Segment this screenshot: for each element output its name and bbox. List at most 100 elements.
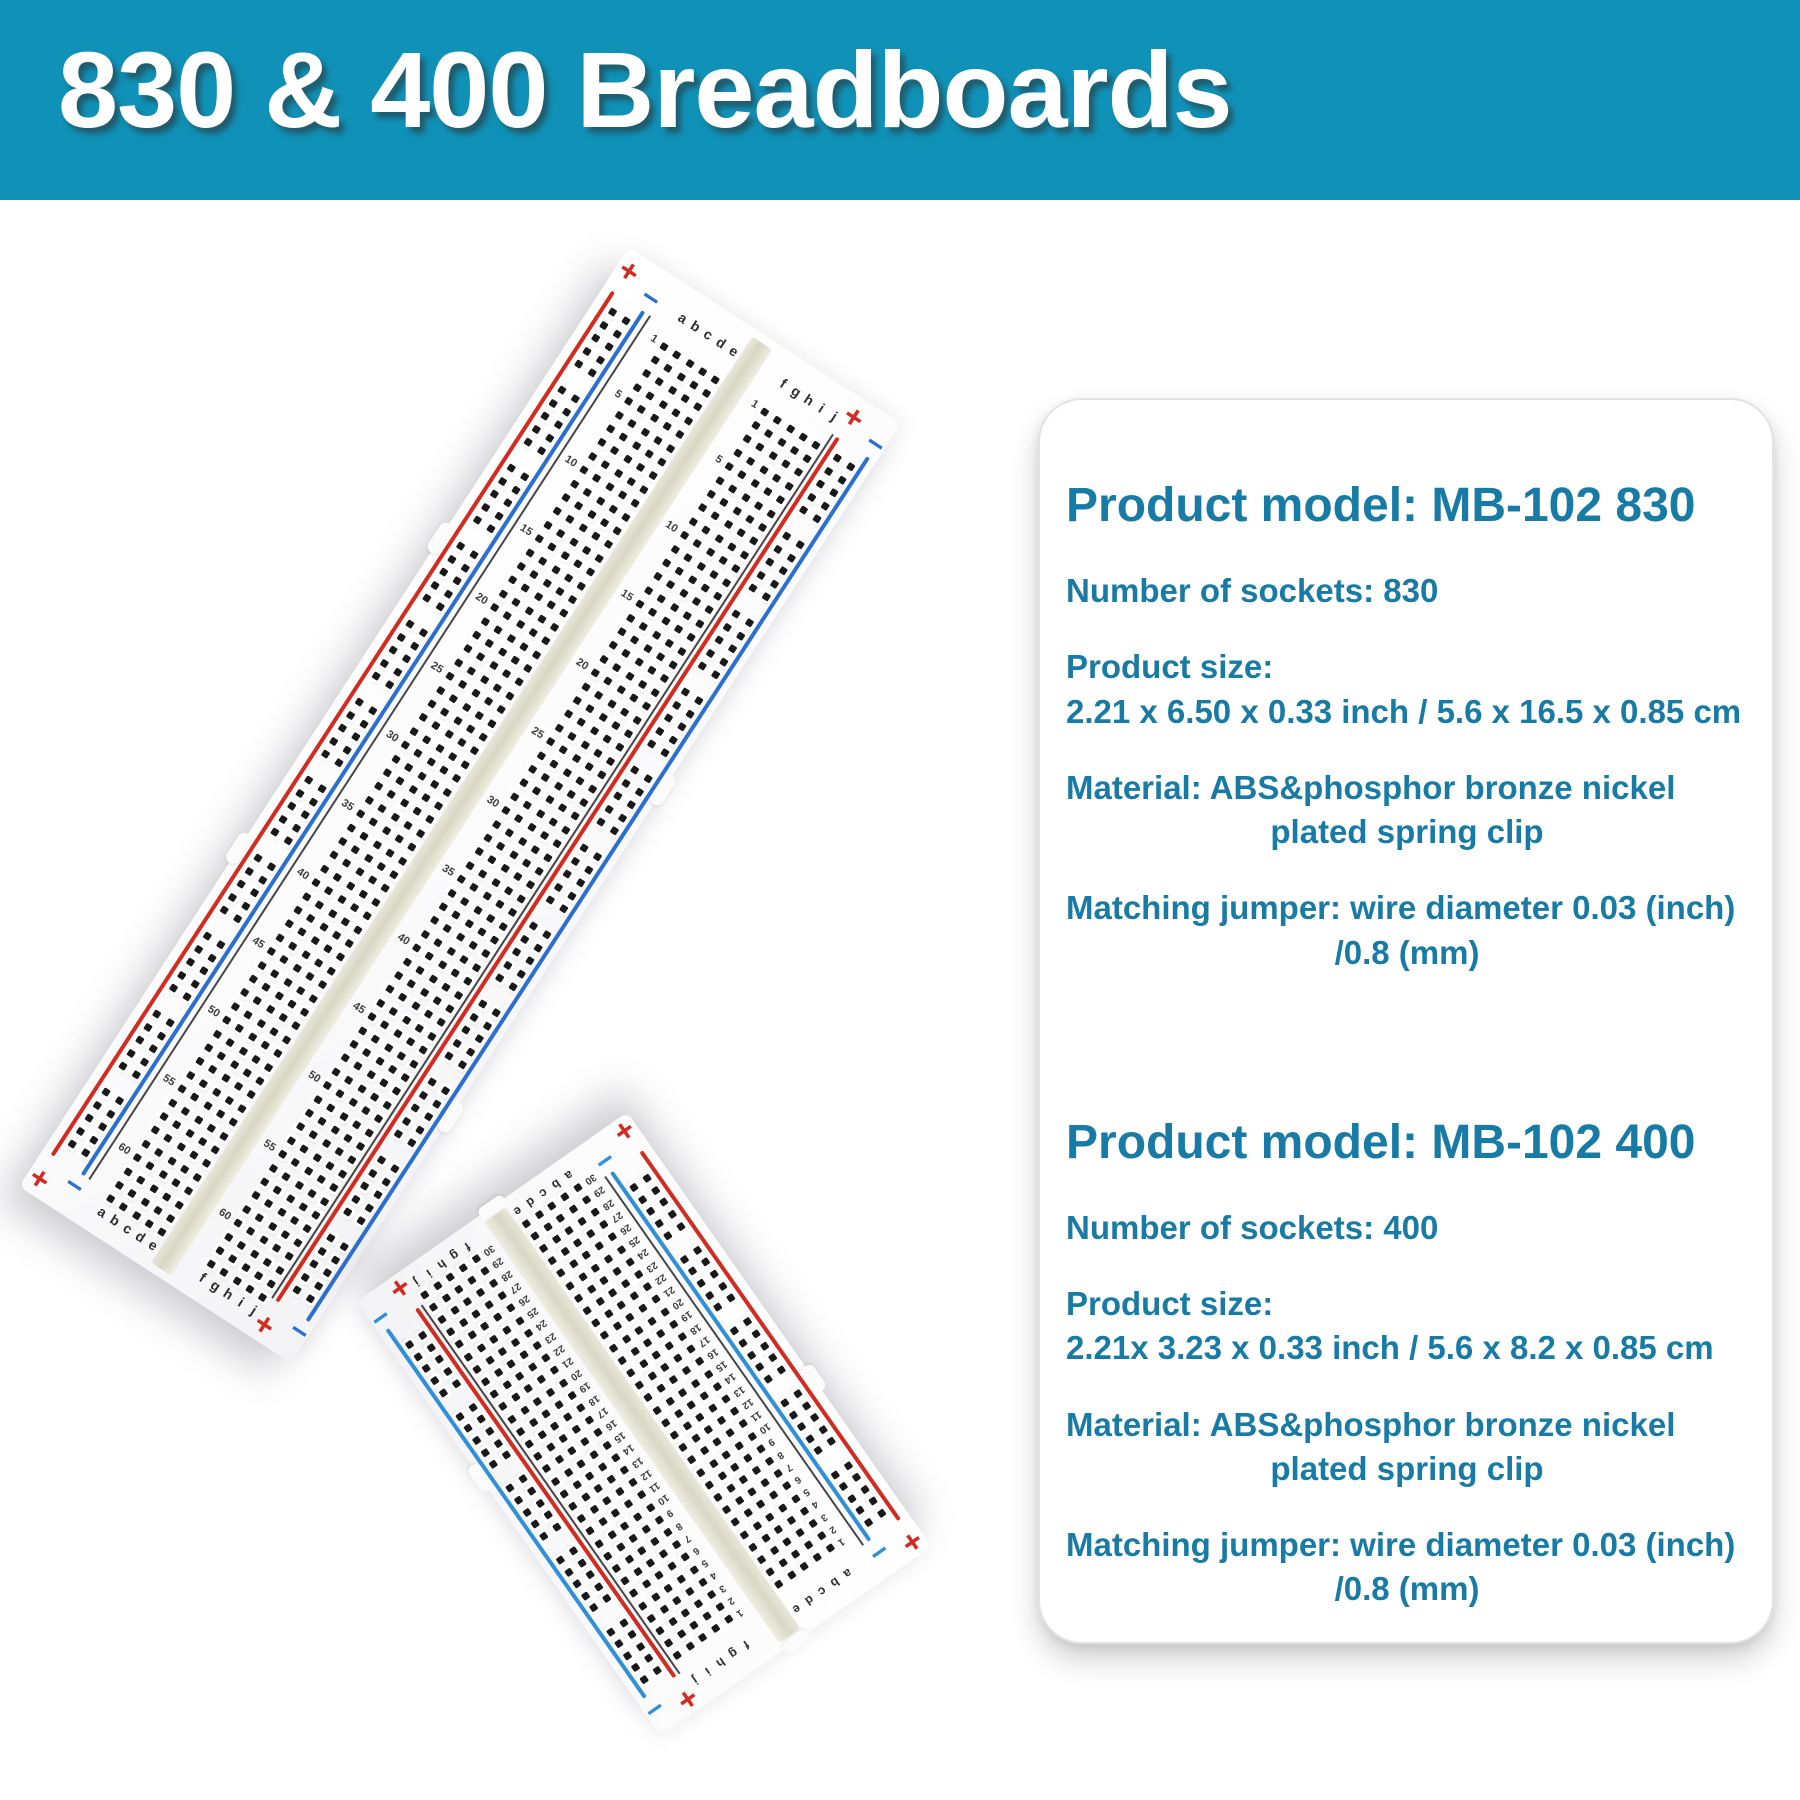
material-830-block: Material: ABS&phosphor bronze nickel pla…	[1066, 766, 1748, 854]
breadboard-hole	[613, 791, 623, 801]
breadboard-hole	[778, 1558, 789, 1568]
breadboard-hole	[699, 1390, 710, 1401]
breadboard-hole	[571, 753, 582, 764]
breadboard-hole	[378, 1078, 389, 1088]
breadboard-hole	[663, 363, 674, 374]
breadboard-hole	[386, 789, 397, 800]
breadboard-hole	[843, 1460, 854, 1471]
breadboard-hole	[303, 775, 314, 785]
breadboard-hole	[668, 1616, 678, 1627]
breadboard-hole	[656, 457, 667, 467]
breadboard-hole	[340, 1053, 351, 1063]
breadboard-hole	[452, 1038, 463, 1048]
breadboard-hole	[567, 1446, 578, 1456]
breadboard-hole	[626, 1367, 636, 1378]
row-number: 10	[757, 1420, 773, 1436]
breadboard-hole	[465, 723, 476, 734]
breadboard-hole	[471, 1253, 481, 1264]
breadboard-hole	[587, 367, 598, 378]
row-number: 8	[672, 1519, 684, 1532]
breadboard-hole	[629, 1182, 640, 1193]
breadboard-hole	[733, 448, 744, 458]
breadboard-hole	[299, 1007, 310, 1017]
breadboard-hole	[194, 944, 204, 954]
breadboard-hole	[481, 502, 491, 512]
breadboard-hole	[619, 1465, 630, 1476]
breadboard-hole	[686, 632, 696, 643]
breadboard-hole	[481, 1376, 491, 1387]
breadboard-hole	[807, 492, 817, 502]
breadboard-hole	[615, 684, 626, 695]
breadboard-hole	[445, 671, 455, 682]
breadboard-hole	[221, 1015, 232, 1026]
breadboard-hole	[395, 776, 406, 786]
breadboard-hole	[670, 544, 681, 555]
breadboard-hole	[607, 307, 618, 317]
breadboard-hole	[335, 1089, 345, 1099]
breadboard-hole	[632, 1511, 643, 1522]
breadboard-hole	[630, 635, 640, 645]
breadboard-hole	[582, 1250, 592, 1261]
breadboard-hole	[288, 941, 298, 951]
breadboard-hole	[717, 1281, 728, 1291]
breadboard-hole	[248, 974, 259, 984]
row-number: 6	[791, 1473, 803, 1486]
breadboard-hole	[431, 721, 441, 731]
breadboard-hole	[594, 1538, 605, 1549]
breadboard-hole	[415, 965, 426, 975]
breadboard-hole	[253, 1270, 264, 1281]
breadboard-hole	[216, 1051, 227, 1061]
breadboard-hole	[293, 905, 304, 916]
breadboard-hole	[685, 358, 695, 368]
breadboard-hole	[601, 1440, 612, 1451]
breadboard-hole	[417, 1330, 428, 1341]
breadboard-hole	[275, 1265, 285, 1275]
breadboard-hole	[356, 1215, 366, 1226]
breadboard-hole	[540, 1353, 551, 1364]
breadboard-hole	[393, 970, 404, 981]
breadboard-hole	[584, 761, 594, 772]
breadboard-hole	[563, 572, 574, 583]
breadboard-hole	[516, 561, 527, 572]
row-number: 17	[696, 1333, 712, 1349]
size-400-block: Product size: 2.21x 3.23 x 0.33 inch / 5…	[1066, 1282, 1748, 1370]
breadboard-hole	[295, 985, 306, 995]
breadboard-hole	[544, 794, 555, 805]
breadboard-hole	[591, 473, 602, 484]
spec-section-830: Product model: MB-102 830 Number of sock…	[1066, 478, 1748, 975]
breadboard-hole	[592, 851, 603, 862]
breadboard-hole	[572, 1579, 583, 1589]
breadboard-hole	[118, 1061, 128, 1071]
breadboard-hole	[411, 806, 422, 817]
breadboard-hole	[536, 1374, 547, 1385]
breadboard-hole	[610, 1453, 621, 1463]
breadboard-hole	[738, 1474, 749, 1485]
breadboard-hole	[488, 1278, 499, 1289]
breadboard-hole	[748, 583, 758, 593]
breadboard-hole	[549, 758, 560, 769]
breadboard-hole	[580, 1437, 591, 1447]
breadboard-hole	[207, 1064, 218, 1075]
breadboard-hole	[710, 511, 721, 522]
breadboard-hole	[693, 1598, 704, 1609]
breadboard-hole	[295, 1122, 306, 1132]
breadboard-hole	[673, 624, 684, 634]
breadboard-hole	[637, 1545, 648, 1556]
breadboard-hole	[574, 501, 584, 511]
row-number: 40	[294, 865, 312, 883]
breadboard-hole	[786, 552, 797, 563]
breadboard-hole	[703, 1369, 714, 1380]
breadboard-hole	[540, 411, 550, 421]
breadboard-hole	[577, 1271, 588, 1282]
breadboard-hole	[197, 1136, 208, 1147]
breadboard-hole	[438, 1387, 449, 1398]
breadboard-hole	[394, 833, 404, 844]
breadboard-hole	[558, 608, 569, 619]
row-number: 5	[699, 1557, 710, 1570]
breadboard-hole	[704, 1479, 715, 1490]
breadboard-hole	[572, 695, 583, 706]
breadboard-hole	[491, 1007, 502, 1018]
breadboard-hole	[266, 861, 277, 872]
breadboard-hole	[590, 333, 601, 343]
